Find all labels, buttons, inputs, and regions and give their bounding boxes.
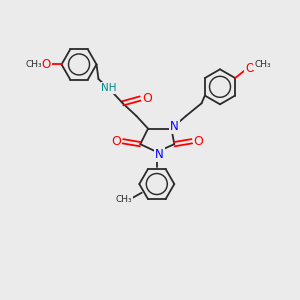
Text: N: N [170, 120, 179, 133]
Text: NH: NH [101, 83, 117, 93]
Text: O: O [245, 62, 254, 75]
Text: O: O [194, 135, 203, 148]
Text: CH₃: CH₃ [254, 60, 271, 69]
Text: CH₃: CH₃ [116, 195, 133, 204]
Text: CH₃: CH₃ [25, 60, 42, 69]
Text: O: O [142, 92, 152, 105]
Text: N: N [155, 148, 164, 161]
Text: O: O [41, 58, 51, 71]
Text: O: O [111, 135, 121, 148]
